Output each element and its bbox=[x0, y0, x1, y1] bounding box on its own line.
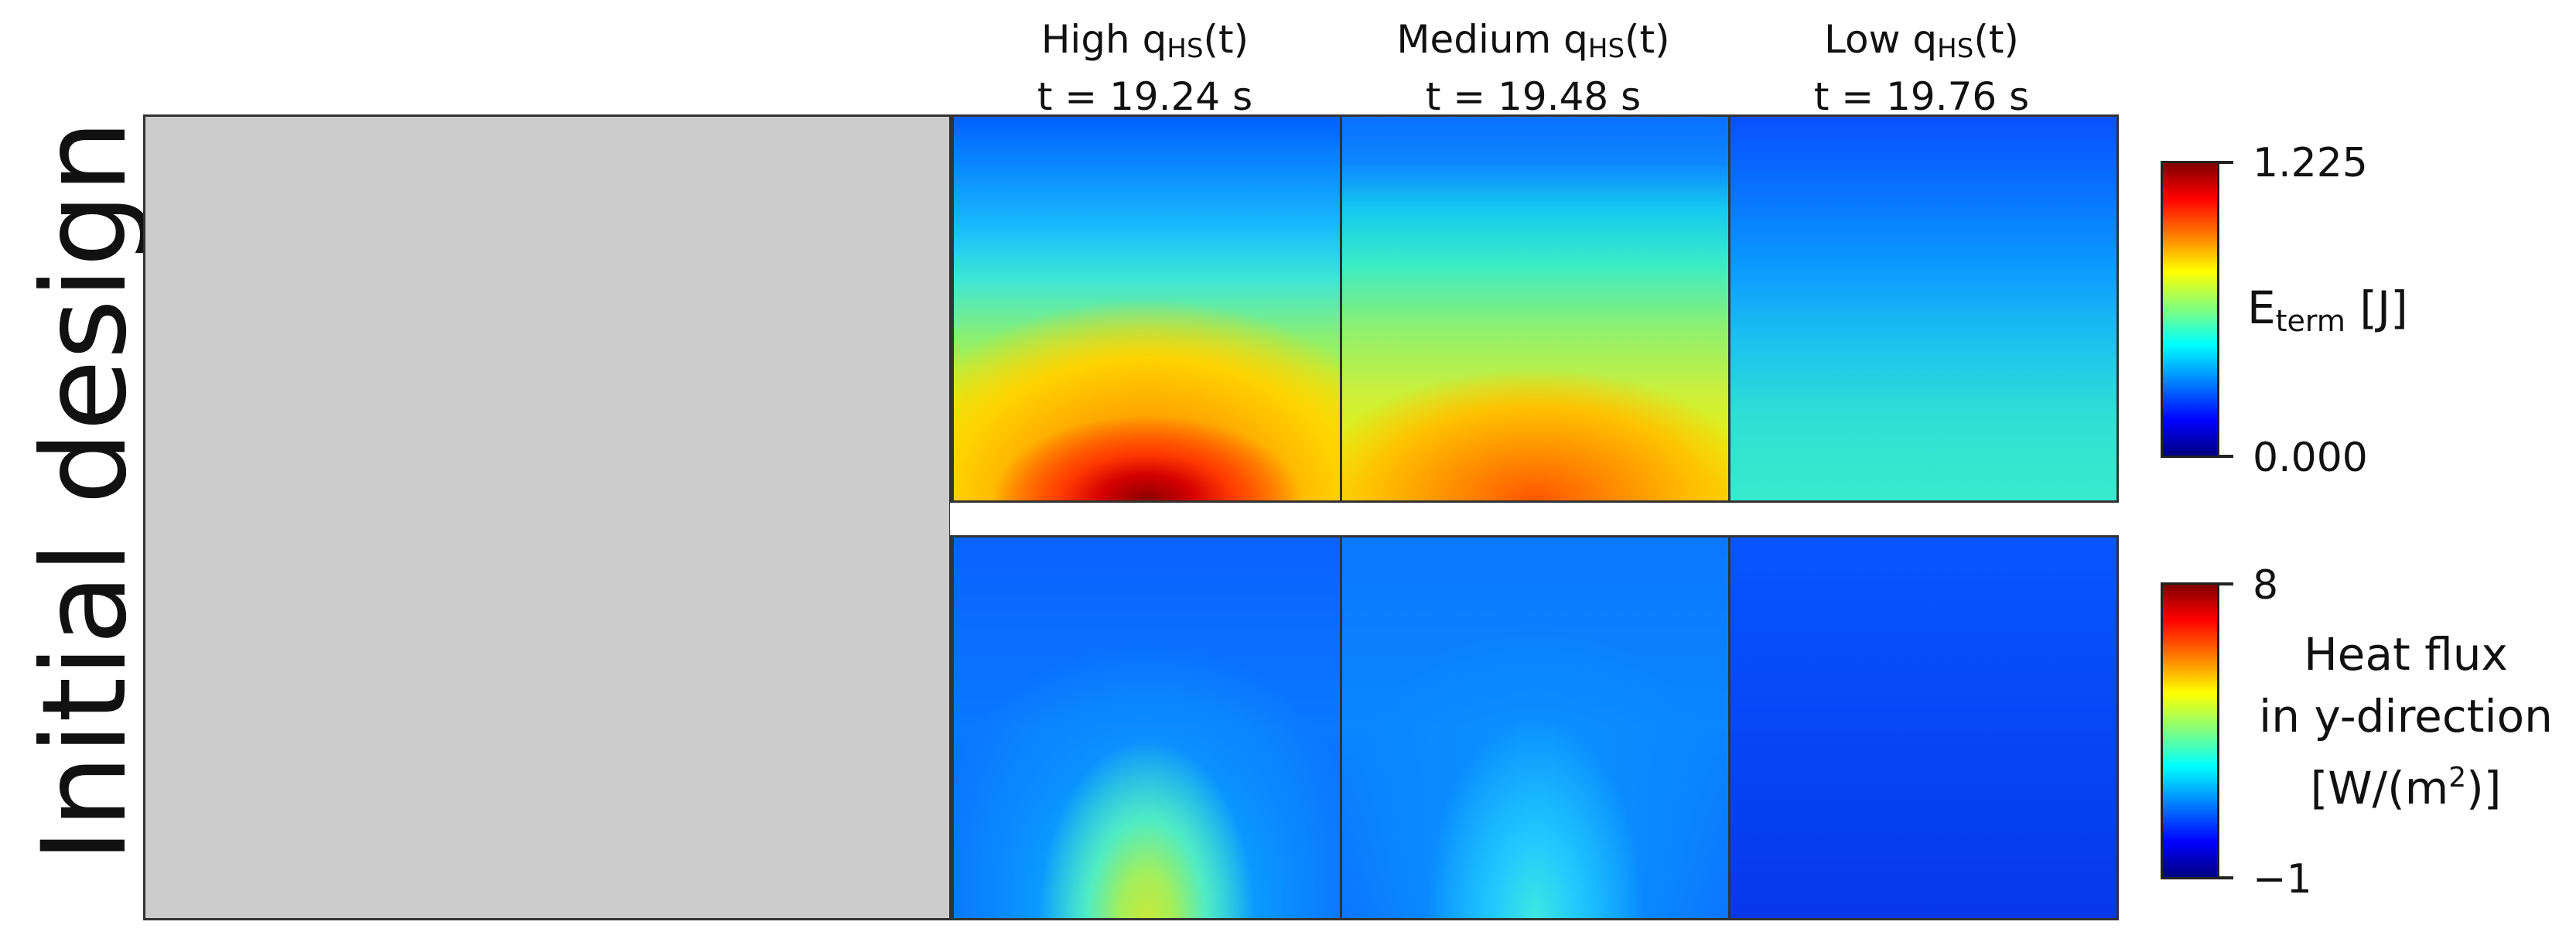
energy-colorbar bbox=[2161, 161, 2219, 458]
column-time-medium: t = 19.48 s bbox=[1425, 74, 1642, 119]
heat-flux-colorbar-min-tick bbox=[2219, 876, 2233, 879]
column-time-low: t = 19.76 s bbox=[1813, 74, 2030, 119]
energy-colorbar-min-label: 0.000 bbox=[2253, 435, 2368, 481]
row-label-text: Initial design bbox=[18, 119, 152, 863]
column-header-medium: Medium qHS(t) t = 19.48 s bbox=[1340, 15, 1727, 121]
column-header-low: Low qHS(t) t = 19.76 s bbox=[1728, 15, 2115, 121]
row-separator bbox=[950, 503, 2122, 535]
energy-colorbar-min-tick bbox=[2219, 455, 2233, 458]
energy-colorbar-max-label: 1.225 bbox=[2253, 140, 2368, 186]
heat-flux-colorbar-max-label: 8 bbox=[2253, 562, 2279, 609]
heat-flux-colorbar bbox=[2161, 582, 2219, 879]
energy-field-high bbox=[951, 114, 1342, 503]
energy-field-low bbox=[1728, 114, 2119, 503]
heat-flux-colorbar-min-label: −1 bbox=[2253, 856, 2312, 903]
energy-field-medium bbox=[1340, 114, 1730, 503]
heat-flux-colorbar-max-tick bbox=[2219, 582, 2233, 585]
column-time-high: t = 19.24 s bbox=[1037, 74, 1253, 119]
energy-colorbar-title: Eterm [J] bbox=[2247, 282, 2408, 338]
design-domain-panel bbox=[143, 114, 951, 920]
heat-flux-field-high bbox=[951, 535, 1342, 920]
column-header-high: High qHS(t) t = 19.24 s bbox=[951, 15, 1338, 121]
heat-flux-field-low bbox=[1728, 535, 2119, 920]
heat-flux-field-medium bbox=[1340, 535, 1730, 920]
energy-colorbar-max-tick bbox=[2219, 161, 2233, 164]
heat-flux-colorbar-title: Heat flux in y-direction [W/(m2)] bbox=[2259, 628, 2553, 814]
